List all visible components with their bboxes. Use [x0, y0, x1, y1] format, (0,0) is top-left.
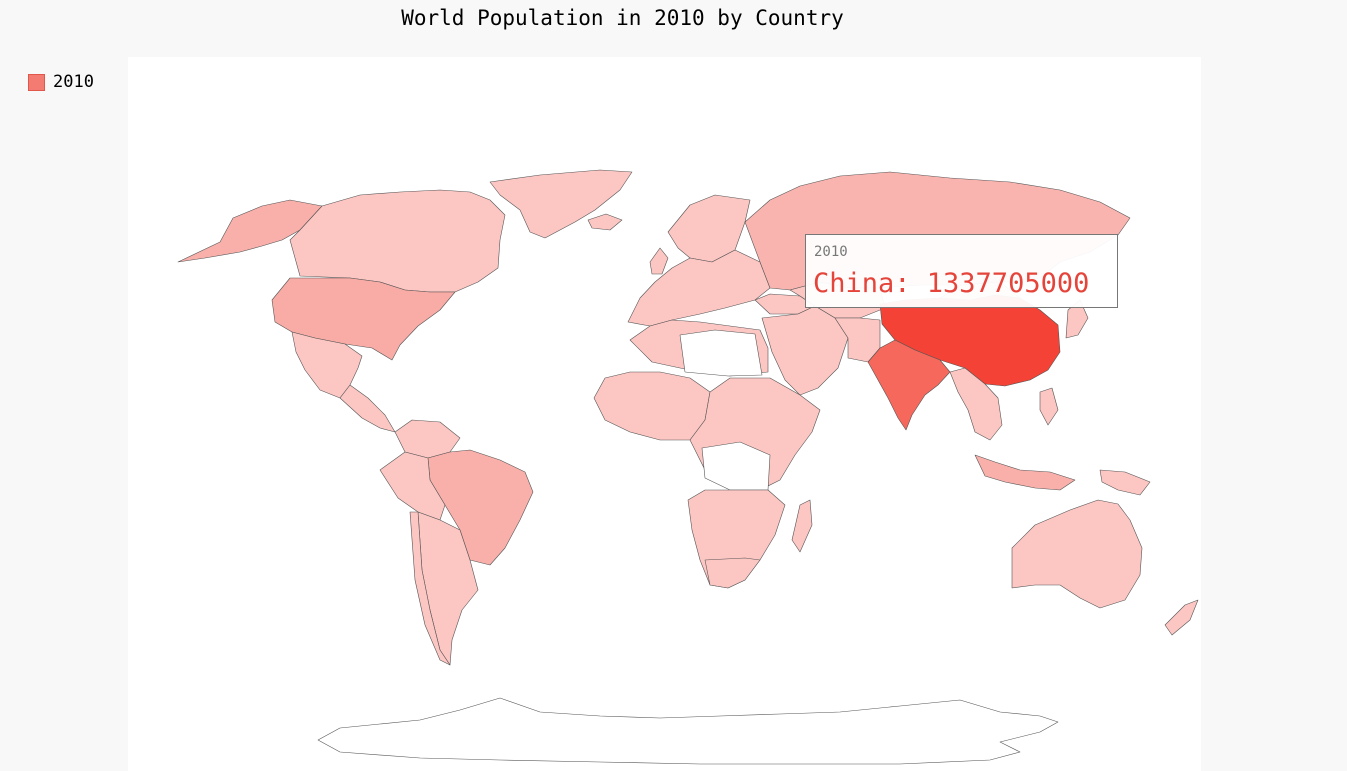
- map-plot-area: [128, 57, 1201, 771]
- country-philippines[interactable]: [1039, 387, 1059, 426]
- country-madagascar[interactable]: [791, 499, 813, 553]
- country-indonesia[interactable]: [974, 454, 1076, 491]
- country-canada[interactable]: [289, 189, 506, 293]
- country-west-africa[interactable]: [593, 371, 711, 441]
- country-scandinavia[interactable]: [667, 194, 751, 263]
- tooltip-value-text: China: 1337705000: [813, 268, 1090, 299]
- antarctica: [317, 697, 1059, 765]
- country-south-africa[interactable]: [704, 557, 761, 589]
- country-peru-bolivia[interactable]: [379, 451, 446, 521]
- tooltip: 2010 China: 1337705000: [805, 234, 1118, 308]
- legend[interactable]: 2010: [28, 72, 94, 92]
- legend-label: 2010: [53, 72, 94, 92]
- country-libya-egypt[interactable]: [679, 329, 763, 377]
- country-australia[interactable]: [1011, 499, 1143, 609]
- country-india[interactable]: [867, 339, 951, 431]
- country-uk[interactable]: [649, 247, 669, 275]
- country-iceland[interactable]: [587, 213, 623, 231]
- country-western-europe[interactable]: [627, 249, 771, 327]
- country-central-america[interactable]: [339, 384, 396, 433]
- legend-swatch[interactable]: [28, 73, 45, 91]
- world-map: [177, 169, 1199, 765]
- chart-title: World Population in 2010 by Country: [401, 6, 844, 30]
- tooltip-series-label: 2010: [814, 244, 848, 260]
- country-chile[interactable]: [409, 511, 451, 666]
- country-papua-new-guinea[interactable]: [1099, 469, 1151, 496]
- country-brazil[interactable]: [427, 449, 534, 566]
- country-greenland[interactable]: [489, 169, 633, 239]
- country-southeast-asia[interactable]: [949, 367, 1003, 441]
- country-new-zealand[interactable]: [1164, 599, 1199, 636]
- country-middle-east[interactable]: [761, 305, 849, 396]
